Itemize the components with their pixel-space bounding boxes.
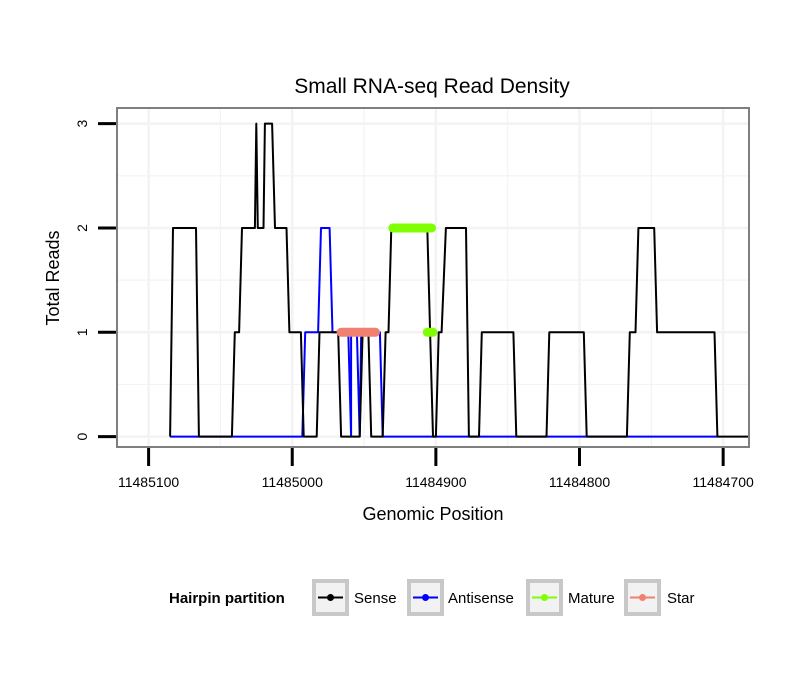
y-tick-label: 0 — [74, 432, 90, 440]
plot-panel-border — [116, 107, 750, 448]
x-axis-label: Genomic Position — [362, 504, 503, 524]
legend-label: Star — [667, 590, 695, 607]
legend-label: Antisense — [448, 590, 514, 607]
y-tick-label: 3 — [74, 119, 90, 127]
x-tick-label: 11484700 — [693, 474, 754, 490]
legend-item-mature: Mature — [526, 579, 615, 616]
x-tick-label: 11484800 — [549, 474, 610, 490]
series-sense-line — [169, 122, 749, 438]
legend-item-star: Star — [624, 579, 695, 616]
y-axis-label: Total Reads — [43, 230, 63, 325]
legend-label: Sense — [354, 590, 397, 607]
legend-key-dot — [639, 594, 646, 601]
legend: Hairpin partition Sense Antisense Mature St… — [169, 579, 695, 616]
x-tick-label: 11484900 — [405, 474, 466, 490]
series-layer — [169, 122, 749, 438]
y-tick-label: 2 — [74, 224, 90, 232]
plot-panel — [117, 108, 749, 447]
legend-key-dot — [327, 594, 334, 601]
legend-key-dot — [541, 594, 548, 601]
legend-label: Mature — [568, 590, 615, 607]
legend-key-dot — [422, 594, 429, 601]
plot-panel-background — [117, 108, 749, 447]
y-tick-label: 1 — [74, 328, 90, 336]
x-tick-label: 11485100 — [118, 474, 179, 490]
x-tick-label: 11485000 — [262, 474, 323, 490]
legend-item-sense: Sense — [312, 579, 397, 616]
chart-title: Small RNA-seq Read Density — [294, 75, 570, 98]
legend-title: Hairpin partition — [169, 590, 285, 607]
x-axis: 11485100 11485000 11484900 11484800 11484700 — [118, 448, 754, 490]
y-axis: 0 1 2 3 — [74, 119, 116, 440]
legend-item-antisense: Antisense — [407, 579, 514, 616]
